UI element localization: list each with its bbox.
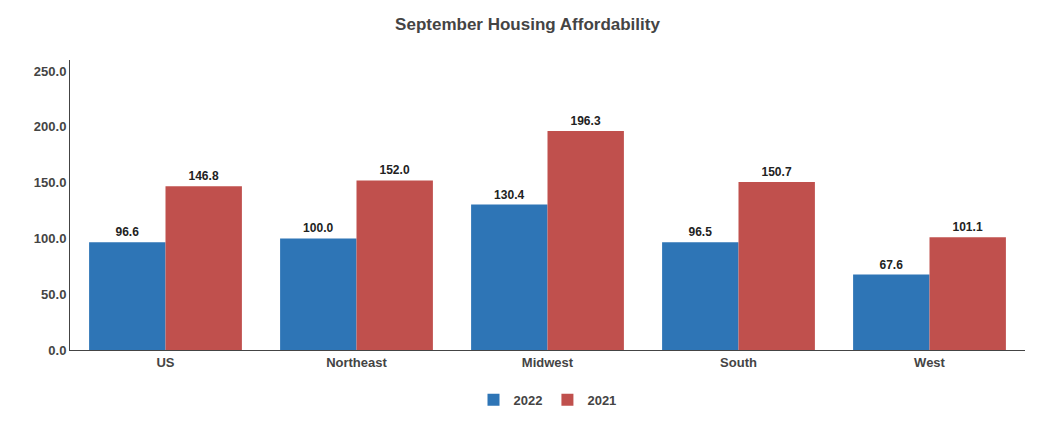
svg-text:0.0: 0.0: [48, 343, 66, 358]
svg-text:50.0: 50.0: [41, 287, 66, 302]
svg-text:100.0: 100.0: [303, 221, 333, 235]
svg-text:96.5: 96.5: [688, 225, 712, 239]
svg-text:130.4: 130.4: [494, 188, 524, 202]
svg-text:100.0: 100.0: [34, 231, 67, 246]
svg-text:67.6: 67.6: [879, 258, 903, 272]
svg-text:2022: 2022: [514, 393, 543, 408]
svg-text:2021: 2021: [587, 393, 616, 408]
svg-text:196.3: 196.3: [571, 114, 601, 128]
svg-text:West: West: [914, 355, 945, 370]
svg-text:200.0: 200.0: [34, 119, 67, 134]
svg-text:Midwest: Midwest: [522, 355, 574, 370]
svg-text:150.7: 150.7: [762, 165, 792, 179]
svg-text:150.0: 150.0: [34, 175, 67, 190]
svg-text:250.0: 250.0: [34, 64, 67, 79]
svg-text:96.6: 96.6: [115, 225, 139, 239]
svg-text:146.8: 146.8: [189, 169, 219, 183]
svg-text:Northeast: Northeast: [326, 355, 387, 370]
svg-text:US: US: [156, 355, 174, 370]
svg-text:152.0: 152.0: [380, 163, 410, 177]
svg-text:101.1: 101.1: [953, 220, 983, 234]
svg-text:September Housing Affordabilit: September Housing Affordability: [395, 15, 660, 34]
svg-text:South: South: [720, 355, 757, 370]
